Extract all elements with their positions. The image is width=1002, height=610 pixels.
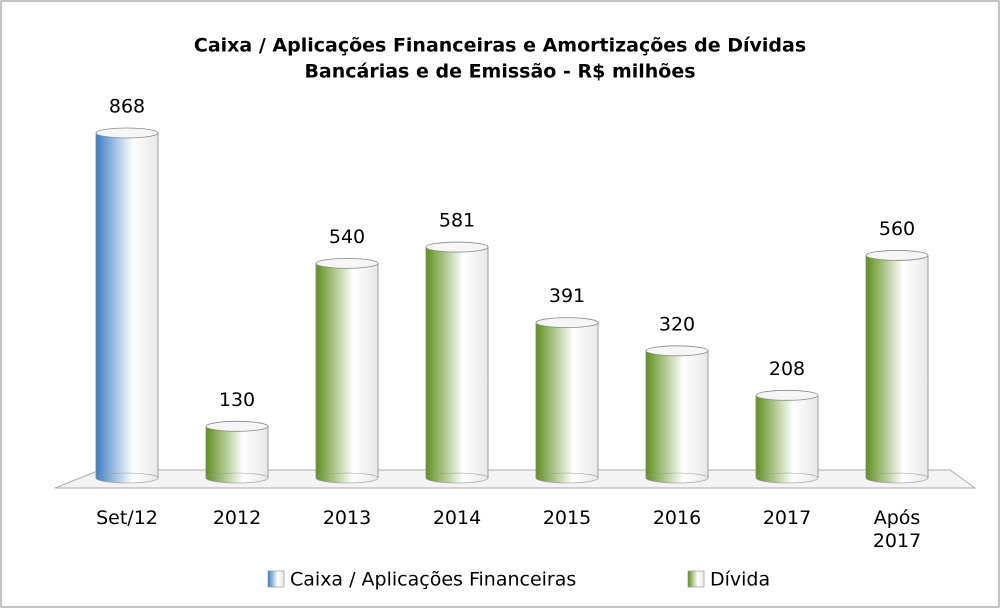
x-tick-label: 2017 xyxy=(762,507,812,529)
x-tick-label: 2016 xyxy=(652,507,702,529)
bar-body xyxy=(536,322,598,478)
legend-swatch xyxy=(267,570,285,588)
bar-body xyxy=(206,426,268,478)
x-tick-label: 2015 xyxy=(542,507,592,529)
bar-body xyxy=(426,247,488,478)
bar xyxy=(205,420,269,484)
data-label: 868 xyxy=(109,96,145,118)
bar xyxy=(865,250,929,484)
bar-top xyxy=(645,345,709,357)
bar-bottom xyxy=(535,472,599,484)
bar-bottom xyxy=(755,472,819,484)
data-label: 320 xyxy=(659,313,695,335)
bar xyxy=(645,345,709,484)
bar-body xyxy=(756,395,818,478)
bar-bottom xyxy=(425,472,489,484)
x-tick-label: 2013 xyxy=(322,507,372,529)
bar-top xyxy=(95,127,159,139)
data-label: 208 xyxy=(769,358,805,380)
data-label: 391 xyxy=(549,285,585,307)
legend-label: Dívida xyxy=(710,569,770,591)
bar xyxy=(95,127,159,484)
x-tick-label: 2012 xyxy=(212,507,262,529)
legend-label: Caixa / Aplicações Financeiras xyxy=(290,569,576,591)
bar-top xyxy=(755,389,819,401)
x-tick-label: Set/12 xyxy=(96,507,158,529)
chart-title: Caixa / Aplicações Financeiras e Amortiz… xyxy=(194,35,806,57)
bar-body xyxy=(316,263,378,478)
chart-title: Bancárias e de Emissão - R$ milhões xyxy=(304,61,695,83)
data-label: 540 xyxy=(329,226,365,248)
floor xyxy=(54,469,977,489)
bar xyxy=(755,389,819,484)
bar-top xyxy=(535,317,599,328)
x-tick-label: Após 2017 xyxy=(872,507,922,552)
bar-bottom xyxy=(315,472,379,484)
bar-bottom xyxy=(95,472,159,484)
bar-bottom xyxy=(205,472,269,484)
bar-body xyxy=(96,133,158,478)
bar xyxy=(425,241,489,484)
bar-bottom xyxy=(645,472,709,484)
bar-top xyxy=(865,250,929,261)
bar-top xyxy=(425,241,489,253)
x-tick-label: 2014 xyxy=(432,507,482,529)
data-label: 560 xyxy=(879,218,915,240)
bar xyxy=(315,257,379,484)
bar-top xyxy=(315,257,379,269)
bar-body xyxy=(646,350,708,478)
bar xyxy=(535,317,599,484)
data-label: 581 xyxy=(439,210,475,232)
data-label: 130 xyxy=(219,389,255,411)
bar-body xyxy=(866,255,928,478)
bar-top xyxy=(205,420,269,432)
bar-bottom xyxy=(865,472,929,484)
legend-swatch xyxy=(687,570,705,588)
